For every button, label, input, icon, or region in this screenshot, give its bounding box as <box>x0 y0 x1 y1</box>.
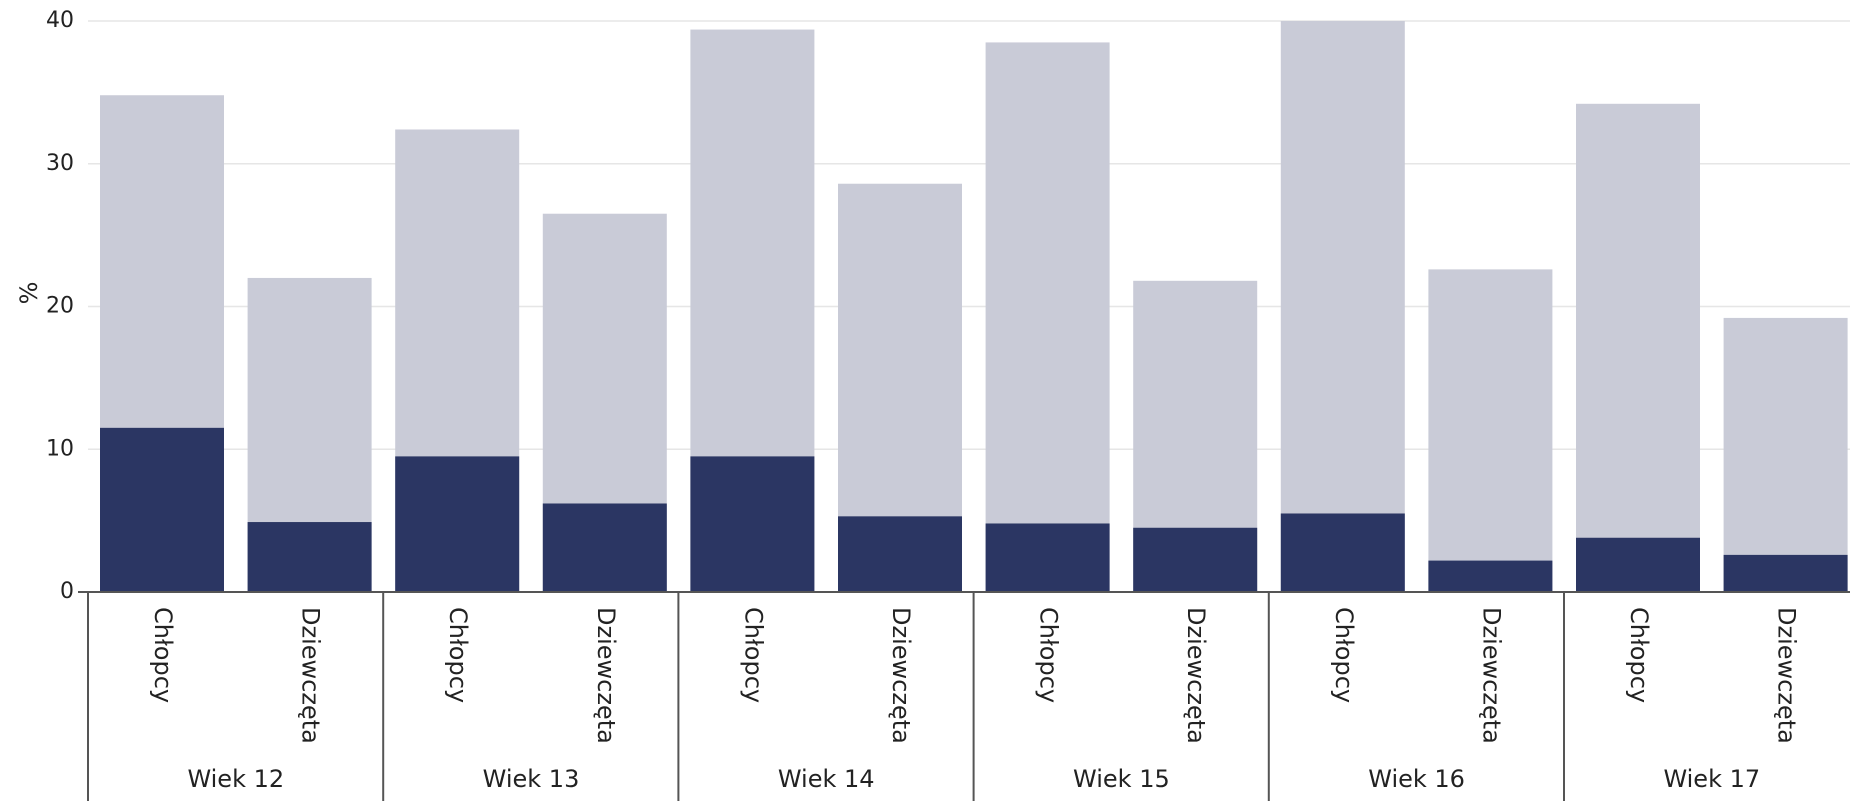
y-tick-label: 0 <box>60 579 74 604</box>
category-label: Chłopcy <box>149 607 177 703</box>
bar-dark-segment <box>1280 513 1405 592</box>
category-label: Chłopcy <box>1625 607 1653 703</box>
category-label: Dziewczęta <box>297 607 325 744</box>
category-label: Dziewczęta <box>1182 607 1210 744</box>
gridlines <box>88 20 1850 450</box>
y-tick-label: 20 <box>46 294 74 319</box>
bar-dark-segment <box>247 522 372 592</box>
bars <box>100 21 1848 593</box>
category-label: Chłopcy <box>1330 607 1358 703</box>
y-tick-label: 40 <box>46 8 74 33</box>
bar-dark-segment <box>395 456 520 592</box>
group-label: Wiek 13 <box>483 765 580 793</box>
group-label: Wiek 14 <box>778 765 875 793</box>
bar-dark-segment <box>985 523 1110 592</box>
bar-dark-segment <box>1133 527 1258 592</box>
axes <box>78 591 1850 801</box>
category-label: Dziewczęta <box>592 607 620 744</box>
bar-total <box>1428 269 1553 592</box>
category-labels: Chłopcy Dziewczęta Chłopcy Dziewczęta Chłopc… <box>149 607 1801 744</box>
bar-dark-segment <box>100 427 224 592</box>
y-axis-title: % <box>15 282 43 305</box>
group-label: Wiek 12 <box>187 765 284 793</box>
bar-dark-segment <box>838 516 962 592</box>
bar-dark-segment <box>690 456 815 592</box>
group-label: Wiek 16 <box>1368 765 1465 793</box>
bar-total <box>1576 103 1700 593</box>
bar-total <box>1280 21 1405 592</box>
y-tick-label: 10 <box>46 436 74 461</box>
category-label: Dziewczęta <box>887 607 915 744</box>
bar-total <box>1723 317 1848 592</box>
category-label: Chłopcy <box>1035 607 1063 703</box>
y-tick-label: 30 <box>46 151 74 176</box>
bar-dark-segment <box>542 503 667 592</box>
group-label: Wiek 15 <box>1073 765 1170 793</box>
y-tick-labels: 0 10 20 30 40 <box>46 8 74 604</box>
bar-total <box>985 42 1110 593</box>
bar-dark-segment <box>1428 560 1553 592</box>
category-label: Dziewczęta <box>1773 607 1801 744</box>
category-label: Chłopcy <box>739 607 767 703</box>
group-labels: Wiek 12 Wiek 13 Wiek 14 Wiek 15 Wiek 16 Wiek … <box>187 765 1760 793</box>
category-label: Chłopcy <box>444 607 472 703</box>
bar-dark-segment <box>1723 554 1848 592</box>
category-label: Dziewczęta <box>1477 607 1505 744</box>
group-label: Wiek 17 <box>1663 765 1760 793</box>
bar-dark-segment <box>1576 537 1700 592</box>
